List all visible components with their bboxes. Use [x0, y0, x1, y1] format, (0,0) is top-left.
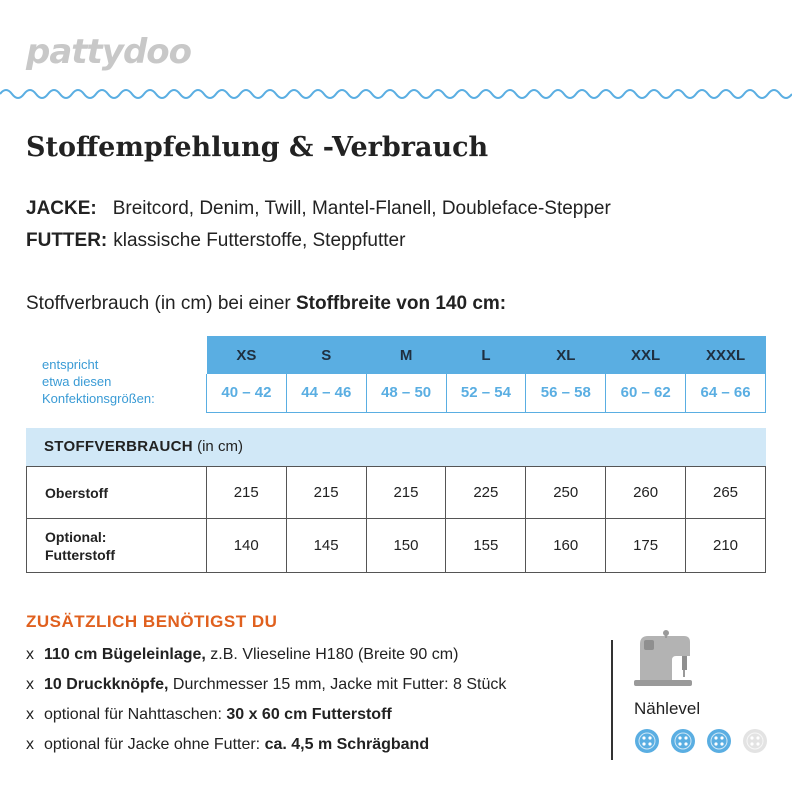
table-cell: 225: [445, 466, 527, 519]
item-text: Durchmesser 15 mm, Jacke mit Futter: 8 S…: [168, 676, 507, 693]
consumption-header-title: STOFFVERBRAUCH: [44, 438, 193, 455]
size-cell: M: [366, 336, 447, 374]
eu-size-cell: 64 – 66: [685, 374, 766, 413]
extras-list: x 110 cm Bügeleinlage, z.B. Vlieseline H1…: [26, 646, 506, 766]
size-cell: XL: [525, 336, 606, 374]
fabric-jacket-label: JACKE:: [26, 198, 97, 219]
table-row: Optional: Futterstoff 140 145 150 155 16…: [26, 518, 766, 573]
sewing-machine-icon: [634, 630, 692, 686]
size-note-line: etwa diesen: [42, 374, 112, 389]
item-bold: ca. 4,5 m Schrägband: [264, 736, 430, 753]
table-cell: 265: [685, 466, 766, 519]
table-cell: 210: [685, 518, 766, 573]
item-bold: 10 Druckknöpfe,: [44, 676, 169, 693]
sewing-button-icon: [671, 729, 695, 753]
eu-size-cell: 40 – 42: [206, 374, 287, 413]
list-item: x optional für Nahttaschen: 30 x 60 cm Fu…: [26, 706, 506, 736]
level-indicator: [634, 728, 768, 754]
usage-intro-text: Stoffverbrauch (in cm) bei einer: [26, 293, 291, 314]
list-item: x 110 cm Bügeleinlage, z.B. Vlieseline H1…: [26, 646, 506, 676]
list-item: x optional für Jacke ohne Futter: ca. 4,5…: [26, 736, 506, 766]
eu-size-cell: 52 – 54: [445, 374, 526, 413]
size-cell: XXL: [605, 336, 686, 374]
size-note-line: Konfektionsgrößen:: [42, 391, 155, 406]
table-cell: 215: [365, 466, 447, 519]
wave-divider: [0, 89, 792, 99]
table-cell: 250: [525, 466, 607, 519]
bullet: x: [26, 706, 34, 723]
item-bold: 30 x 60 cm Futterstoff: [226, 706, 392, 723]
level-label: Nählevel: [634, 699, 701, 718]
table-cell: 150: [365, 518, 447, 573]
table-cell: 215: [205, 466, 287, 519]
size-cell: S: [286, 336, 367, 374]
sewing-button-icon: [707, 729, 731, 753]
brand-logo: pattydoo: [26, 32, 192, 72]
eu-size-cell: 60 – 62: [605, 374, 686, 413]
table-cell: 175: [605, 518, 687, 573]
table-cell: 260: [605, 466, 687, 519]
row-label-line: Futterstoff: [45, 546, 115, 563]
bullet: x: [26, 676, 34, 693]
fabric-jacket: JACKE: Breitcord, Denim, Twill, Mantel-Fl…: [26, 198, 611, 220]
consumption-header-unit: (in cm): [197, 438, 243, 455]
row-label-line: Optional:: [45, 528, 107, 545]
eu-size-cell: 56 – 58: [525, 374, 606, 413]
item-text: optional für Nahttaschen:: [44, 706, 227, 723]
usage-intro-width: Stoffbreite von 140 cm:: [296, 293, 507, 314]
list-item: x 10 Druckknöpfe, Durchmesser 15 mm, Jack…: [26, 676, 506, 706]
eu-size-cell: 44 – 46: [285, 374, 367, 413]
table-cell: 140: [205, 518, 287, 573]
consumption-header: STOFFVERBRAUCH (in cm): [26, 428, 766, 466]
table-cell: 145: [285, 518, 367, 573]
size-note: entspricht etwa diesen Konfektionsgrößen…: [42, 356, 155, 407]
row-label: Oberstoff: [26, 466, 207, 519]
fabric-jacket-value: Breitcord, Denim, Twill, Mantel-Flanell,…: [112, 198, 611, 219]
table-cell: 155: [445, 518, 527, 573]
sewing-button-icon: [635, 729, 659, 753]
fabric-lining-label: FUTTER:: [26, 230, 108, 251]
sewing-button-icon: [743, 729, 767, 753]
row-label: Optional: Futterstoff: [26, 518, 207, 573]
size-cell: XXXL: [685, 336, 766, 374]
bullet: x: [26, 736, 34, 753]
consumption-table: Oberstoff 215 215 215 225 250 260 265 Op…: [26, 466, 766, 573]
item-text: optional für Jacke ohne Futter:: [44, 736, 265, 753]
table-row: Oberstoff 215 215 215 225 250 260 265: [26, 466, 766, 519]
vertical-divider: [611, 640, 613, 760]
fabric-lining: FUTTER: klassische Futterstoffe, Steppfut…: [26, 230, 405, 252]
eu-size-row: 40 – 42 44 – 46 48 – 50 52 – 54 56 – 58 …: [206, 374, 766, 413]
table-cell: 215: [285, 466, 367, 519]
eu-size-cell: 48 – 50: [365, 374, 447, 413]
table-cell: 160: [525, 518, 607, 573]
fabric-lining-value: klassische Futterstoffe, Steppfutter: [113, 230, 406, 251]
size-note-line: entspricht: [42, 357, 99, 372]
bullet: x: [26, 646, 34, 663]
page-title: Stoffempfehlung & -Verbrauch: [26, 132, 489, 163]
extras-title: ZUSÄTZLICH BENÖTIGST DU: [26, 612, 278, 631]
size-table: XS S M L XL XXL XXXL 40 – 42 44 – 46 48 …: [206, 336, 766, 413]
item-text: z.B. Vlieseline H180 (Breite 90 cm): [205, 646, 459, 663]
size-cell: XS: [206, 336, 287, 374]
size-cell: L: [446, 336, 526, 374]
size-header-row: XS S M L XL XXL XXXL: [206, 336, 766, 374]
item-bold: 110 cm Bügeleinlage,: [44, 646, 206, 663]
usage-intro: Stoffverbrauch (in cm) bei einer Stoffbr…: [26, 293, 506, 315]
